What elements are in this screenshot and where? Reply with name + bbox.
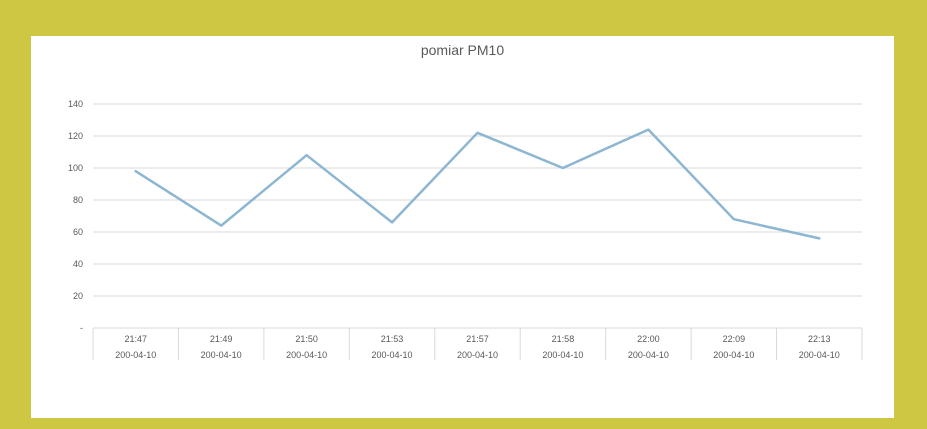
y-tick-label: 120 bbox=[68, 131, 83, 141]
x-tick-label-date: 200-04-10 bbox=[799, 350, 840, 360]
series-line bbox=[134, 128, 821, 240]
x-tick-label-time: 21:58 bbox=[552, 334, 575, 344]
data-point bbox=[477, 132, 479, 134]
x-tick-label-date: 200-04-10 bbox=[201, 350, 242, 360]
x-tick-label-date: 200-04-10 bbox=[457, 350, 498, 360]
x-tick-label-date: 200-04-10 bbox=[115, 350, 156, 360]
x-tick-label-date: 200-04-10 bbox=[372, 350, 413, 360]
chart-card: pomiar PM10 - 20 40 60 80 100 120 140 21:47 200-… bbox=[31, 36, 894, 418]
x-tick-label-date: 200-04-10 bbox=[542, 350, 583, 360]
x-tick-label-time: 22:13 bbox=[808, 334, 831, 344]
grid-lines bbox=[93, 103, 862, 297]
x-tick-label-time: 21:57 bbox=[466, 334, 489, 344]
data-point bbox=[562, 167, 564, 169]
data-point bbox=[818, 237, 820, 239]
data-point bbox=[135, 170, 137, 172]
chart-title: pomiar PM10 bbox=[420, 42, 505, 58]
x-tick-label-date: 200-04-10 bbox=[286, 350, 327, 360]
x-tick-label-time: 21:53 bbox=[381, 334, 404, 344]
x-tick-label-time: 21:47 bbox=[124, 334, 147, 344]
data-point bbox=[220, 225, 222, 227]
data-point bbox=[306, 154, 308, 156]
x-tick-label-time: 21:49 bbox=[210, 334, 233, 344]
line-chart: - 20 40 60 80 100 120 140 21:47 200-04-10 21:49 20… bbox=[68, 99, 863, 360]
y-tick-label: 40 bbox=[73, 259, 83, 269]
x-tick-label-date: 200-04-10 bbox=[713, 350, 754, 360]
y-tick-label: 100 bbox=[68, 163, 83, 173]
data-point bbox=[647, 129, 649, 131]
x-tick-label-date: 200-04-10 bbox=[628, 350, 669, 360]
y-tick-label: 80 bbox=[73, 195, 83, 205]
y-tick-label: 140 bbox=[68, 99, 83, 109]
x-tick-label-time: 22:09 bbox=[723, 334, 746, 344]
y-axis-tick-labels: - 20 40 60 80 100 120 140 bbox=[68, 99, 83, 333]
x-tick-label-time: 21:50 bbox=[295, 334, 318, 344]
x-axis: 21:47 200-04-10 21:49 200-04-10 21:50 200-04-… bbox=[92, 327, 863, 360]
y-tick-label: 20 bbox=[73, 291, 83, 301]
y-tick-label: 60 bbox=[73, 227, 83, 237]
series-layer bbox=[134, 128, 821, 240]
data-point bbox=[391, 221, 393, 223]
x-tick-label-time: 22:00 bbox=[637, 334, 660, 344]
y-tick-label: - bbox=[80, 323, 83, 333]
data-point bbox=[733, 218, 735, 220]
